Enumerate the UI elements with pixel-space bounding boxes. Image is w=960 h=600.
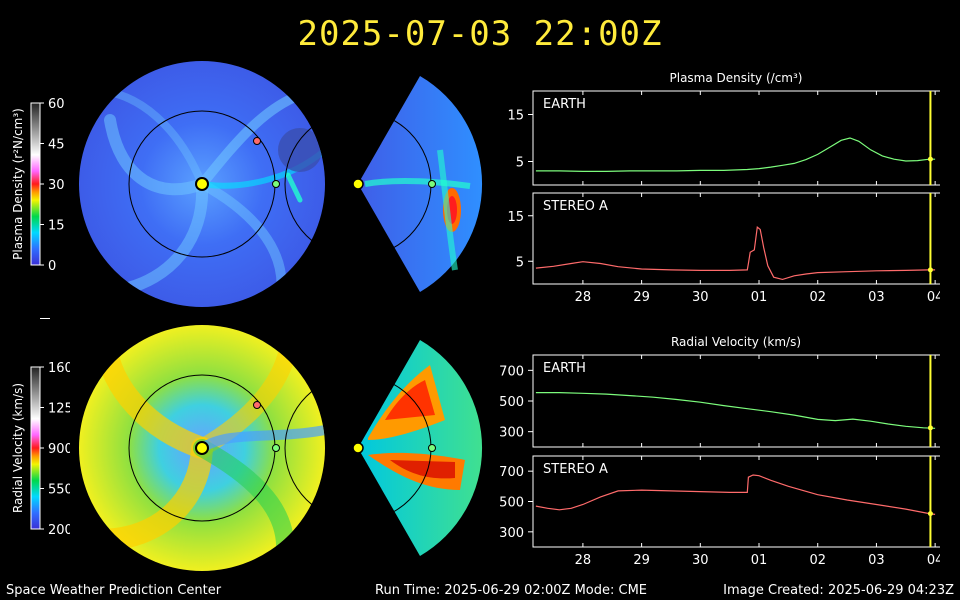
velocity-chart-title: Radial Velocity (km/s) [671,335,801,349]
density-wedge [284,76,483,292]
separator-dash [40,318,50,319]
current-time-point [927,511,933,517]
x-tick-label: 01 [751,553,768,568]
y-tick-label: 700 [500,465,524,480]
y-tick-label: 5 [516,255,524,270]
y-tick-label: 300 [500,526,524,541]
y-tick-label: 5 [516,156,524,171]
series-line [535,474,936,515]
footer-image-created: Image Created: 2025-06-29 04:23Z [723,583,954,598]
stereo-a-icon [253,137,261,145]
sun-icon [195,177,209,191]
x-tick-label: 30 [692,553,709,568]
density-chart-title: Plasma Density (/cm³) [670,71,803,85]
time-series-charts: Plasma Density (/cm³) Radial Velocity (k… [500,71,940,568]
panel-frame [532,192,940,285]
colorbar-tick-label: 0 [48,259,56,274]
panel-frame [532,354,940,448]
colorbars: Plasma Density (r²N/cm³) Radial Velocity… [11,97,70,538]
x-tick-label: 04 [927,553,940,568]
x-tick-label: 02 [809,553,826,568]
footer-run-time: Run Time: 2025-06-29 02:00Z Mode: CME [375,583,648,598]
series-line [535,225,936,281]
series-name: STEREO A [543,199,608,214]
series-line [535,137,936,172]
model-views [79,61,483,571]
current-time-point [927,267,933,273]
x-tick-label: 28 [575,290,592,305]
sun-icon [352,442,364,454]
current-time-point [927,156,933,162]
x-tick-label: 04 [927,290,940,305]
x-tick-label: 03 [868,290,885,305]
y-tick-label: 15 [507,210,524,225]
colorbar-tick-label: 1600 [48,361,70,376]
x-tick-label: 28 [575,553,592,568]
sun-markers [195,177,364,455]
y-tick-label: 500 [500,395,524,410]
x-tick-label: 29 [633,290,650,305]
density-colorbar-label: Plasma Density (r²N/cm³) [11,108,25,260]
colorbar-tick-label: 550 [48,483,70,498]
stereo-a-markers [253,137,261,409]
earth-icon [428,180,436,188]
sun-icon [352,178,364,190]
series-line [535,392,936,429]
x-tick-label: 02 [809,290,826,305]
colorbar-tick-label: 200 [48,523,70,538]
earth-markers [272,180,436,452]
colorbar-tick-label: 45 [48,138,65,153]
density-colorbar [30,102,41,266]
colorbar-tick-label: 900 [48,442,70,457]
x-tick-label: 29 [633,553,650,568]
colorbar-tick-label: 60 [48,97,65,112]
sun-icon [195,441,209,455]
earth-icon [428,444,436,452]
current-time-point [927,425,933,431]
series-name: EARTH [543,361,586,376]
colorbar-tick-label: 1250 [48,402,70,417]
x-tick-label: 30 [692,290,709,305]
earth-icon [272,444,280,452]
colorbar-tick-label: 30 [48,178,65,193]
y-tick-label: 300 [500,426,524,441]
earth-icon [272,180,280,188]
velocity-colorbar [30,366,41,530]
velocity-wedge [284,340,483,556]
x-tick-label: 01 [751,290,768,305]
y-tick-label: 500 [500,496,524,511]
series-name: STEREO A [543,462,608,477]
footer-org: Space Weather Prediction Center [6,583,222,598]
page-title: 2025-07-03 22:00Z [297,14,663,54]
stereo-a-icon [253,401,261,409]
colorbar-tick-label: 15 [48,219,65,234]
y-tick-label: 700 [500,364,524,379]
series-name: EARTH [543,97,586,112]
x-tick-label: 03 [868,553,885,568]
y-tick-label: 15 [507,109,524,124]
velocity-colorbar-label: Radial Velocity (km/s) [11,383,25,513]
panel-frame [532,90,940,186]
